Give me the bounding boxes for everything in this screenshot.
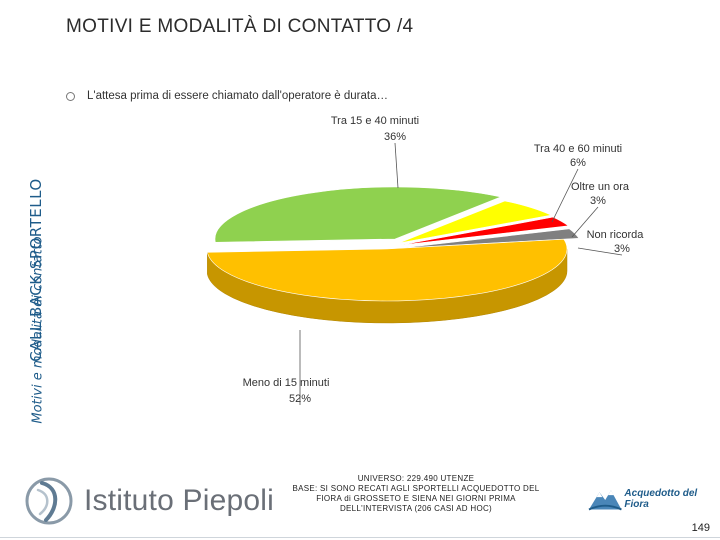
question-row: L'attesa prima di essere chiamato dall'o… (66, 90, 388, 102)
slice-value-label: 3% (590, 195, 606, 207)
slice-value-label: 3% (614, 243, 630, 255)
universe-note: UNIVERSO: 229.490 UTENZE BASE: SI SONO R… (280, 474, 552, 514)
leader-line (571, 206, 599, 238)
universe-line: UNIVERSO: 229.490 UTENZE (357, 474, 475, 483)
page-number: 149 (691, 522, 710, 534)
mountain-logo-icon (588, 490, 622, 511)
slice-value-label: 6% (570, 157, 586, 169)
universe-line: BASE: SI SONO RECATI AGLI SPORTELLI ACQU… (292, 484, 540, 493)
piepoli-logo: Istituto Piepoli (22, 474, 274, 528)
bullet-icon (66, 91, 75, 101)
question-text: L'attesa prima di essere chiamato dall'o… (87, 90, 388, 102)
leader-line (394, 142, 399, 189)
slice-value-label: 36% (384, 131, 406, 143)
slice-label: Tra 15 e 40 minuti (331, 115, 419, 127)
piepoli-logo-text: Istituto Piepoli (84, 484, 274, 517)
acquedotto-logo-text: Acquedotto del Fiora (624, 488, 698, 510)
page-title: MOTIVI E MODALITÀ DI CONTATTO /4 (66, 16, 414, 37)
pie-slice (398, 200, 552, 244)
slice-label: Non ricorda (587, 229, 645, 241)
universe-line: DELL'INTERVISTA (206 CASI AD HOC) (339, 504, 493, 513)
slice-label: Meno di 15 minuti (243, 377, 330, 389)
slice-label: Oltre un ora (571, 181, 630, 193)
pie-slice (214, 186, 502, 243)
pie-slice (206, 238, 568, 302)
leader-line (577, 247, 623, 256)
universe-line: FIORA di GROSSETO E SIENA NEI GIORNI PRI… (316, 494, 516, 503)
acquedotto-logo: Acquedotto del Fiora (588, 486, 720, 512)
piepoli-mark-icon (25, 477, 73, 525)
slice-value-label: 52% (289, 393, 311, 405)
leader-line (551, 168, 579, 223)
slice-label: Tra 40 e 60 minuti (534, 143, 622, 155)
pie-slice (400, 216, 570, 246)
footer-divider (0, 537, 720, 538)
